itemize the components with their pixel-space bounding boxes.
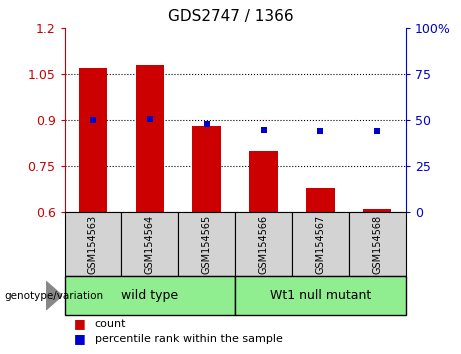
Bar [65,276,235,315]
Text: GDS2747 / 1366: GDS2747 / 1366 [168,9,293,24]
Bar [363,209,391,212]
Bar [235,212,292,276]
Text: count: count [95,319,126,329]
Bar [65,212,121,276]
Bar [178,212,235,276]
Point [146,116,154,121]
Point [317,129,324,134]
Bar [235,276,406,315]
Text: wild type: wild type [121,289,178,302]
Text: GSM154566: GSM154566 [259,215,269,274]
Bar [349,212,406,276]
Point [203,121,210,127]
Text: ■: ■ [74,318,85,330]
Text: ■: ■ [74,332,85,345]
Point [260,127,267,132]
Bar [292,212,349,276]
Text: Wt1 null mutant: Wt1 null mutant [270,289,371,302]
Polygon shape [46,281,62,310]
Bar [121,212,178,276]
Text: GSM154568: GSM154568 [372,215,382,274]
Bar [193,126,221,212]
Bar [79,68,107,212]
Text: percentile rank within the sample: percentile rank within the sample [95,334,283,344]
Text: genotype/variation: genotype/variation [5,291,104,301]
Text: GSM154567: GSM154567 [315,215,325,274]
Point [89,118,97,123]
Bar [306,188,335,212]
Point [373,129,381,134]
Bar [249,151,278,212]
Text: GSM154565: GSM154565 [201,215,212,274]
Text: GSM154564: GSM154564 [145,215,155,274]
Bar [136,65,164,212]
Text: GSM154563: GSM154563 [88,215,98,274]
